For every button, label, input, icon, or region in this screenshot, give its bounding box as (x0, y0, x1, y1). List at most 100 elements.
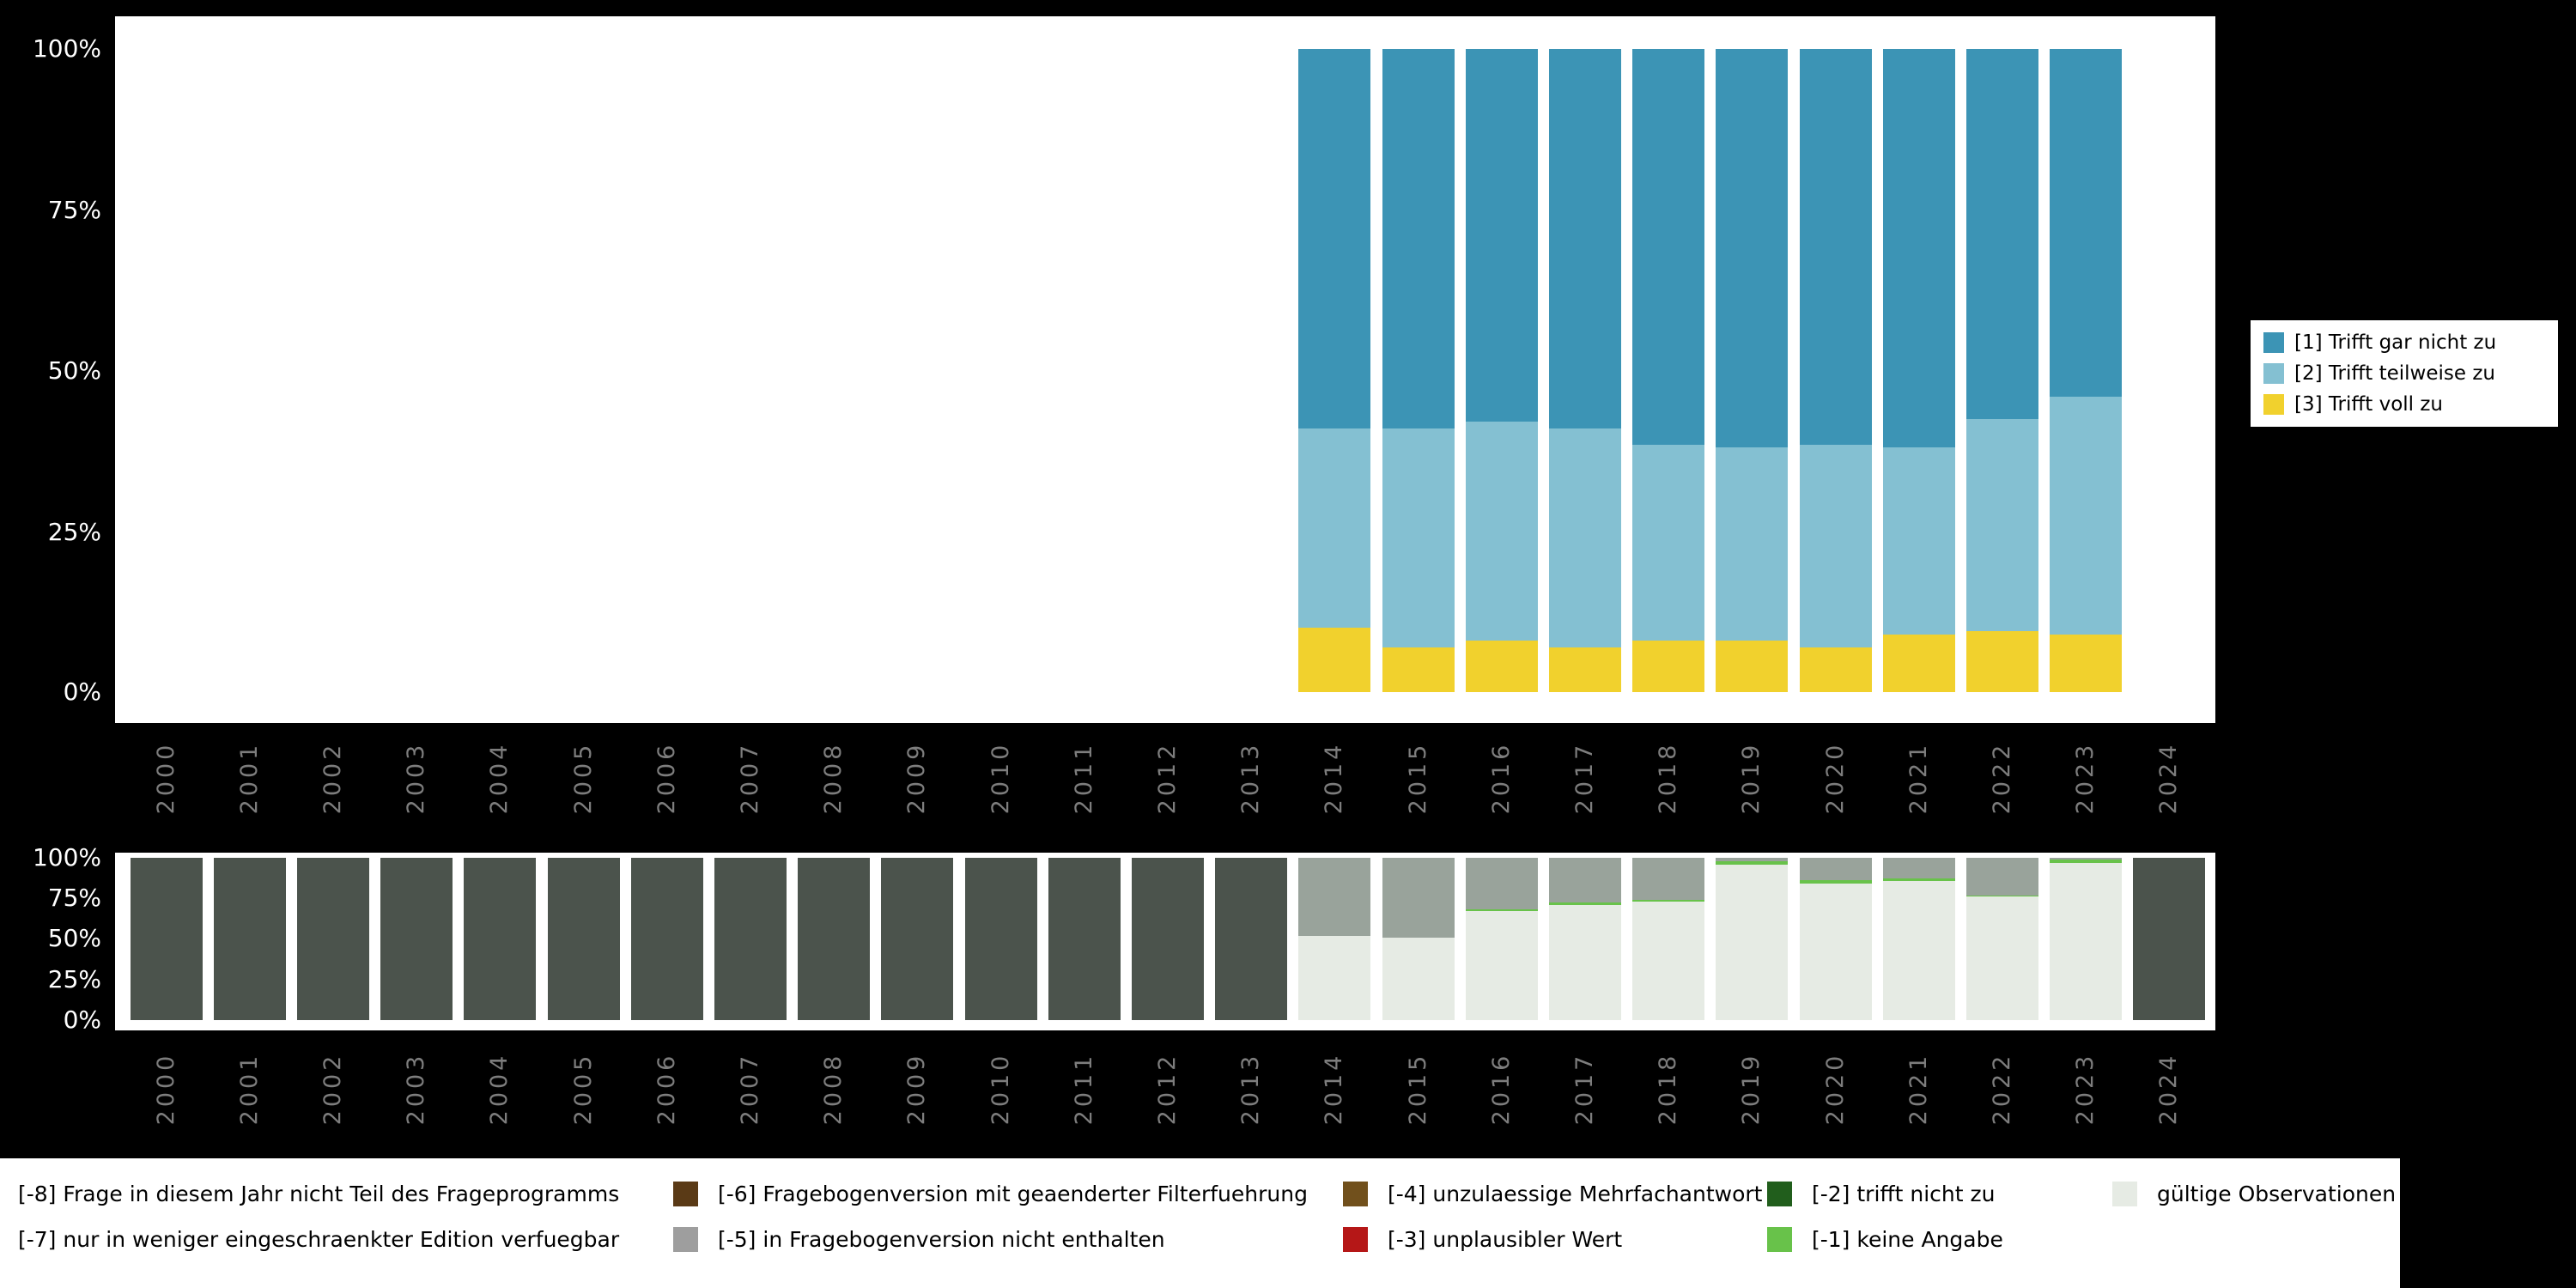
bar-segment (1382, 647, 1455, 692)
bar-segment (1549, 902, 1621, 905)
bar-segment (1298, 935, 1371, 1020)
x-axis-tick-2019: 2019 (1738, 741, 1765, 815)
x-axis-tick-2004: 2004 (486, 1052, 513, 1126)
legend-color-swatch (2112, 1181, 2137, 1206)
x-axis-tick-2005: 2005 (569, 741, 597, 815)
legend-color-swatch (673, 1226, 698, 1252)
x-axis-tick-2003: 2003 (403, 741, 430, 815)
bar-segment (1382, 937, 1455, 1020)
legend-label: [-4] unzulaessige Mehrfachantwort (1388, 1181, 1763, 1206)
bar-segment (1549, 647, 1621, 692)
responses-chart-panel (115, 16, 2215, 723)
x-axis-tick-2006: 2006 (653, 1052, 680, 1126)
bar-segment (1132, 858, 1204, 1020)
bar-2016 (1465, 858, 1538, 1020)
bar-2015 (1382, 49, 1455, 692)
x-axis-tick-2022: 2022 (1989, 741, 2015, 815)
legend-label: [-3] unplausibler Wert (1388, 1226, 1623, 1252)
bar-segment (798, 858, 871, 1020)
x-axis-tick-2024: 2024 (2155, 1052, 2183, 1126)
bar-segment (2050, 862, 2123, 1020)
bar-segment (297, 858, 369, 1020)
bar-segment (1799, 444, 1872, 647)
bar-segment (1632, 858, 1705, 901)
bar-segment (1549, 428, 1621, 647)
legend-color-swatch (2263, 332, 2284, 353)
legend-color-swatch (673, 1181, 698, 1206)
x-axis-tick-2001: 2001 (235, 1052, 263, 1126)
bar-segment (1549, 49, 1621, 428)
bar-segment (1382, 858, 1455, 938)
x-axis-tick-2011: 2011 (1070, 741, 1097, 815)
x-axis-tick-2009: 2009 (903, 741, 931, 815)
legend-item: [-6] Fragebogenversion mit geaenderter F… (673, 1180, 1308, 1207)
legend-label: [3] Trifft voll zu (2294, 393, 2444, 416)
legend-item: [-4] unzulaessige Mehrfachantwort (1343, 1180, 1762, 1207)
legend-label: [-1] keine Angabe (1812, 1226, 2003, 1252)
x-axis-tick-2023: 2023 (2072, 741, 2099, 815)
bar-segment (1549, 858, 1621, 903)
bar-segment (2050, 634, 2123, 692)
legend-item: [-7] nur in weniger eingeschraenkter Edi… (0, 1225, 619, 1253)
x-axis-tick-2014: 2014 (1321, 1052, 1348, 1126)
bar-segment (130, 858, 203, 1020)
legend-label: [-7] nur in weniger eingeschraenkter Edi… (18, 1226, 620, 1252)
x-axis-tick-2000: 2000 (152, 1052, 179, 1126)
x-axis-tick-2007: 2007 (737, 1052, 763, 1126)
bar-segment (1549, 904, 1621, 1020)
bar-segment (1716, 864, 1789, 1020)
x-axis-tick-2015: 2015 (1404, 1052, 1431, 1126)
x-axis-tick-2017: 2017 (1571, 741, 1598, 815)
x-axis-tick-2024: 2024 (2155, 741, 2183, 815)
x-axis-tick-2013: 2013 (1237, 741, 1265, 815)
legend-label: [-2] trifft nicht zu (1812, 1181, 1996, 1206)
bar-segment (1882, 880, 1955, 1020)
x-axis-tick-2012: 2012 (1154, 1052, 1181, 1126)
bar-2024 (2133, 858, 2206, 1020)
bar-segment (1882, 878, 1955, 881)
bar-2005 (547, 858, 620, 1020)
legend-color-swatch (1767, 1181, 1792, 1206)
bar-segment (1382, 49, 1455, 428)
bar-segment (1799, 884, 1872, 1020)
bar-segment (1048, 858, 1121, 1020)
bar-segment (881, 858, 954, 1020)
x-axis-tick-2022: 2022 (1989, 1052, 2015, 1126)
bar-segment (1799, 647, 1872, 692)
x-axis-tick-2002: 2002 (319, 741, 346, 815)
bar-segment (1716, 447, 1789, 641)
bar-2020 (1799, 857, 1872, 1020)
bar-segment (1716, 641, 1789, 692)
x-axis-tick-2014: 2014 (1321, 741, 1348, 815)
bar-2018 (1632, 858, 1705, 1020)
y-axis-tick: 100% (32, 34, 101, 63)
bar-segment (1632, 902, 1705, 1020)
legend-label: [1] Trifft gar nicht zu (2294, 331, 2497, 354)
bar-segment (1465, 641, 1538, 692)
bar-segment (1966, 630, 2038, 692)
y-axis-tick: 50% (47, 924, 101, 952)
bar-2001 (213, 858, 286, 1020)
bar-segment (1966, 896, 2038, 1020)
bar-segment (1465, 49, 1538, 422)
x-axis-tick-2007: 2007 (737, 741, 763, 815)
x-axis-tick-2003: 2003 (403, 1052, 430, 1126)
bar-segment (380, 858, 453, 1020)
bar-segment (2050, 396, 2123, 635)
x-axis-tick-2018: 2018 (1655, 1052, 1682, 1126)
bar-2010 (964, 858, 1037, 1020)
bar-segment (1298, 628, 1371, 692)
legend-item: gültige Observationen (2112, 1180, 2396, 1207)
x-axis-tick-2016: 2016 (1487, 1052, 1515, 1126)
bar-segment (1298, 49, 1371, 428)
x-axis-tick-2008: 2008 (820, 1052, 848, 1126)
x-axis-tick-2021: 2021 (1905, 1052, 1932, 1126)
bar-2000 (130, 858, 203, 1020)
legend-color-swatch (1767, 1226, 1792, 1252)
x-axis-tick-2010: 2010 (987, 741, 1014, 815)
bar-segment (630, 858, 703, 1020)
bar-2023 (2050, 858, 2123, 1020)
bar-2014 (1298, 49, 1371, 692)
bar-2004 (464, 858, 537, 1020)
